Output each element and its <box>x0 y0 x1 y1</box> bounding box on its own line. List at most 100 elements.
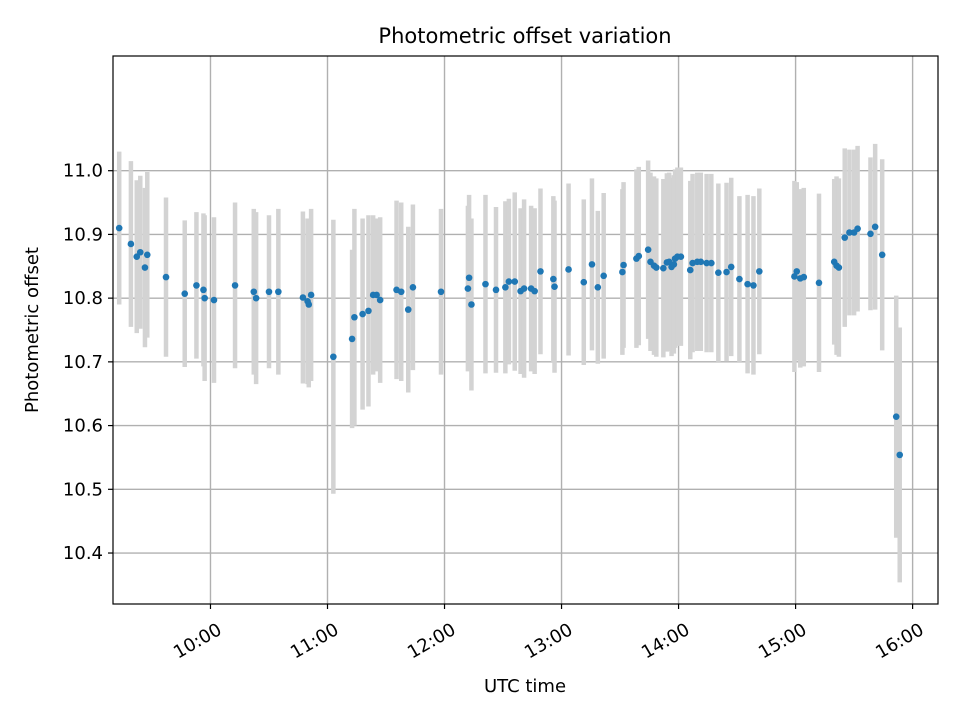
data-point <box>307 291 315 299</box>
data-point <box>756 268 763 275</box>
data-point <box>551 283 558 290</box>
data-point <box>800 273 808 281</box>
data-point <box>376 296 384 304</box>
data-point <box>437 288 445 296</box>
data-point <box>482 280 489 288</box>
y-tick-label: 11.0 <box>63 161 103 182</box>
y-tick-label: 10.4 <box>63 543 103 564</box>
data-point <box>841 234 849 241</box>
data-point <box>896 451 904 459</box>
data-point <box>878 251 886 259</box>
data-point <box>511 278 519 285</box>
x-tick-label: 13:00 <box>521 619 576 663</box>
y-tick-label: 10.7 <box>63 352 103 373</box>
data-point <box>373 291 380 299</box>
data-point <box>736 275 743 283</box>
data-point <box>136 248 144 256</box>
data-point <box>727 263 735 271</box>
chart-title: Photometric offset variation <box>378 24 671 48</box>
y-tick-label: 10.9 <box>63 224 103 245</box>
data-point <box>351 313 358 321</box>
data-point <box>565 266 572 273</box>
data-point <box>250 288 258 296</box>
data-point <box>686 266 694 274</box>
data-point <box>465 274 473 282</box>
x-tick-label: 16:00 <box>872 619 927 663</box>
data-point <box>531 287 538 295</box>
x-axis-label: UTC time <box>484 676 566 697</box>
data-point <box>697 258 705 266</box>
data-point <box>502 284 509 291</box>
data-point <box>305 301 313 308</box>
data-point <box>670 261 678 268</box>
data-point <box>193 282 200 289</box>
data-point <box>892 413 900 420</box>
data-point <box>404 306 412 313</box>
data-point <box>464 285 472 292</box>
data-point <box>115 224 123 232</box>
data-point <box>201 294 208 302</box>
data-point-layer <box>115 223 904 459</box>
data-point <box>252 294 260 302</box>
error-bar-layer <box>116 143 902 583</box>
data-point <box>815 279 823 287</box>
data-point <box>330 353 337 361</box>
x-tick-label: 10:00 <box>170 619 225 663</box>
data-point <box>133 253 141 261</box>
data-point <box>299 294 307 301</box>
data-point <box>141 264 149 271</box>
plot-frame <box>112 55 939 605</box>
data-point <box>620 261 627 269</box>
data-point <box>409 284 417 291</box>
x-tick-label: 11:00 <box>287 619 342 663</box>
data-point <box>365 307 372 315</box>
data-point <box>854 225 861 232</box>
data-point <box>791 273 798 280</box>
data-point <box>744 280 751 288</box>
x-tick-label: 12:00 <box>404 619 459 663</box>
data-point <box>162 273 170 281</box>
y-tick-label: 10.8 <box>63 288 103 309</box>
data-point <box>505 278 513 285</box>
data-point <box>537 268 544 275</box>
data-point <box>793 268 801 275</box>
data-point <box>871 223 879 231</box>
data-point <box>143 251 151 259</box>
data-point <box>588 261 596 268</box>
data-point <box>723 268 730 276</box>
data-point <box>660 264 667 272</box>
data-point <box>231 282 239 289</box>
x-tick-label: 15:00 <box>755 619 810 663</box>
data-point <box>750 282 757 289</box>
data-point <box>835 264 843 271</box>
data-point <box>550 275 557 283</box>
data-point <box>846 229 853 236</box>
data-point <box>468 301 475 308</box>
y-tick-label: 10.6 <box>63 416 103 437</box>
data-point <box>635 252 643 260</box>
data-point <box>492 286 500 294</box>
data-point <box>580 278 588 286</box>
data-point <box>619 268 626 276</box>
data-point <box>600 272 607 280</box>
data-point <box>210 296 218 304</box>
data-point <box>200 286 207 294</box>
data-point <box>127 240 135 248</box>
data-point <box>653 264 660 271</box>
data-point <box>594 284 602 291</box>
y-axis-label: Photometric offset <box>22 247 43 413</box>
data-point <box>520 285 528 292</box>
data-point <box>703 259 710 267</box>
data-point <box>708 259 715 267</box>
data-point <box>715 269 722 276</box>
data-point <box>677 253 685 261</box>
data-point <box>867 230 874 238</box>
data-point <box>397 288 405 296</box>
data-point <box>265 288 273 296</box>
y-tick-label: 10.5 <box>63 479 103 500</box>
data-point <box>181 290 189 297</box>
data-point <box>359 310 366 318</box>
data-point <box>644 246 652 254</box>
data-point <box>275 288 282 296</box>
